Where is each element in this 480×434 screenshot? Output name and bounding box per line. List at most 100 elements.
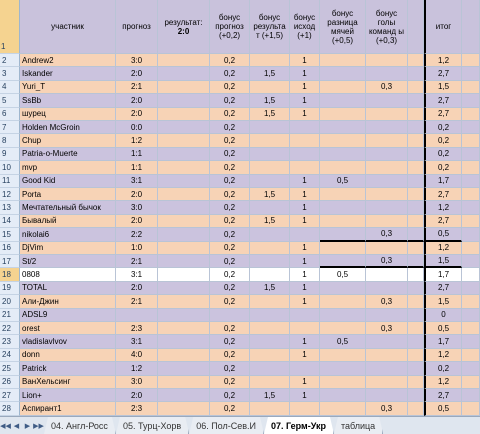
participant-cell[interactable]: Бывалый [20, 214, 116, 229]
bonus-diff-cell[interactable] [320, 281, 366, 296]
empty-cell[interactable] [408, 348, 424, 363]
prev-sheet-icon[interactable]: ◀ [13, 422, 20, 430]
bonus-result-cell[interactable] [250, 335, 290, 349]
bonus-diff-cell[interactable] [320, 402, 366, 416]
extra-cell[interactable] [462, 402, 480, 416]
bonus-goals-cell[interactable]: 0,3 [366, 402, 408, 416]
result-cell[interactable] [158, 228, 210, 242]
bonus-forecast-cell[interactable]: 0,2 [210, 268, 250, 282]
row-number[interactable]: 23 [0, 335, 20, 349]
bonus-diff-cell[interactable] [320, 348, 366, 363]
bonus-outcome-cell[interactable]: 1 [290, 335, 320, 349]
forecast-cell[interactable]: 3:1 [116, 268, 158, 282]
forecast-cell[interactable]: 2:0 [116, 67, 158, 81]
forecast-cell[interactable]: 3:0 [116, 54, 158, 68]
bonus-outcome-cell[interactable]: 1 [290, 107, 320, 121]
bonus-goals-cell[interactable]: 0,3 [366, 295, 408, 309]
bonus-goals-cell[interactable] [366, 268, 408, 282]
bonus-forecast-cell[interactable]: 0,2 [210, 255, 250, 269]
extra-cell[interactable] [462, 362, 480, 376]
bonus-forecast-cell[interactable]: 0,2 [210, 389, 250, 403]
extra-cell[interactable] [462, 295, 480, 309]
extra-cell[interactable] [462, 214, 480, 229]
bonus-result-header[interactable]: бонус результа т (+1,5) [250, 0, 290, 54]
bonus-forecast-cell[interactable]: 0,2 [210, 134, 250, 148]
forecast-cell[interactable]: 2:0 [116, 281, 158, 296]
bonus-result-cell[interactable] [250, 161, 290, 175]
total-cell[interactable]: 2,7 [424, 107, 462, 121]
participant-cell[interactable]: Chup [20, 134, 116, 148]
total-cell[interactable]: 2,7 [424, 94, 462, 108]
tab-06[interactable]: 06. Пол-Сев.И [189, 417, 264, 434]
bonus-outcome-cell[interactable]: 1 [290, 268, 320, 282]
bonus-forecast-cell[interactable]: 0,2 [210, 174, 250, 188]
bonus-forecast-cell[interactable]: 0,2 [210, 228, 250, 242]
row-number[interactable]: 16 [0, 241, 20, 255]
extra-cell[interactable] [462, 107, 480, 121]
bonus-result-cell[interactable]: 1,5 [250, 94, 290, 108]
spreadsheet-grid[interactable]: 1 участник прогноз результат: 2:0 бонус … [0, 0, 480, 416]
empty-cell[interactable] [408, 54, 424, 68]
forecast-cell[interactable]: 3:1 [116, 174, 158, 188]
bonus-diff-cell[interactable] [320, 201, 366, 215]
row-number[interactable]: 6 [0, 107, 20, 121]
participant-cell[interactable]: Patria-o-Muerte [20, 147, 116, 162]
bonus-forecast-cell[interactable]: 0,2 [210, 348, 250, 363]
result-cell[interactable] [158, 241, 210, 255]
empty-cell[interactable] [408, 255, 424, 269]
total-cell[interactable]: 2,7 [424, 67, 462, 81]
bonus-goals-cell[interactable] [366, 147, 408, 162]
bonus-goals-cell[interactable] [366, 389, 408, 403]
bonus-goals-cell[interactable] [366, 174, 408, 188]
row-number[interactable]: 2 [0, 54, 20, 68]
empty-cell[interactable] [408, 402, 424, 416]
result-cell[interactable] [158, 268, 210, 282]
bonus-diff-cell[interactable] [320, 67, 366, 81]
result-cell[interactable] [158, 322, 210, 336]
row-number[interactable]: 15 [0, 228, 20, 242]
participant-cell[interactable]: orest [20, 322, 116, 336]
row-number[interactable]: 18 [0, 268, 20, 282]
forecast-cell[interactable]: 2:1 [116, 80, 158, 95]
bonus-outcome-header[interactable]: бонус исход (+1) [290, 0, 320, 54]
participant-cell[interactable]: SsBb [20, 94, 116, 108]
extra-cell[interactable] [462, 308, 480, 322]
bonus-forecast-cell[interactable]: 0,2 [210, 201, 250, 215]
bonus-result-cell[interactable] [250, 228, 290, 242]
extra-cell[interactable] [462, 67, 480, 81]
bonus-diff-cell[interactable] [320, 214, 366, 229]
bonus-diff-cell[interactable] [320, 94, 366, 108]
bonus-result-cell[interactable] [250, 54, 290, 68]
extra-cell[interactable] [462, 268, 480, 282]
extra-cell[interactable] [462, 94, 480, 108]
forecast-cell[interactable]: 1:0 [116, 241, 158, 255]
bonus-diff-cell[interactable]: 0,5 [320, 335, 366, 349]
result-cell[interactable] [158, 147, 210, 162]
bonus-diff-cell[interactable] [320, 80, 366, 95]
empty-cell[interactable] [408, 80, 424, 95]
empty-cell[interactable] [408, 228, 424, 242]
total-cell[interactable]: 1,2 [424, 241, 462, 255]
row-number[interactable]: 8 [0, 134, 20, 148]
row-number[interactable]: 11 [0, 174, 20, 188]
result-cell[interactable] [158, 188, 210, 202]
bonus-diff-cell[interactable] [320, 147, 366, 162]
bonus-outcome-cell[interactable]: 1 [290, 94, 320, 108]
bonus-outcome-cell[interactable]: 1 [290, 188, 320, 202]
bonus-outcome-cell[interactable]: 1 [290, 201, 320, 215]
forecast-cell[interactable]: 2:0 [116, 214, 158, 229]
total-cell[interactable]: 1,7 [424, 174, 462, 188]
result-cell[interactable] [158, 335, 210, 349]
forecast-cell[interactable]: 3:1 [116, 335, 158, 349]
participant-cell[interactable]: Holden McGroin [20, 121, 116, 135]
bonus-outcome-cell[interactable] [290, 362, 320, 376]
forecast-cell[interactable]: 2:0 [116, 107, 158, 121]
empty-cell[interactable] [408, 67, 424, 81]
bonus-forecast-cell[interactable]: 0,2 [210, 295, 250, 309]
result-cell[interactable] [158, 281, 210, 296]
extra-cell[interactable] [462, 322, 480, 336]
result-cell[interactable] [158, 107, 210, 121]
bonus-outcome-cell[interactable]: 1 [290, 54, 320, 68]
bonus-result-cell[interactable] [250, 255, 290, 269]
extra-cell[interactable] [462, 348, 480, 363]
